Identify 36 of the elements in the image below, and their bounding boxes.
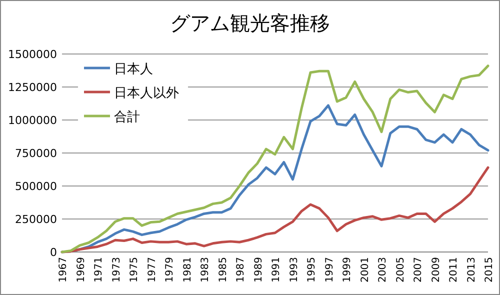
x-tick-label: 2001	[360, 257, 371, 282]
x-tick-label: 1993	[288, 257, 300, 282]
x-tick-label: 2007	[413, 257, 424, 282]
y-tick-label: 1000000	[8, 114, 57, 127]
x-tick-label: 2009	[430, 257, 442, 282]
x-tick-label: 1985	[218, 257, 229, 282]
x-tick-label: 2011	[448, 257, 460, 282]
x-tick-label: 2005	[395, 257, 406, 282]
x-tick-label: 2015	[484, 257, 495, 282]
legend-label: 日本人以外	[114, 86, 179, 101]
x-tick-label: 1979	[164, 257, 176, 282]
x-tick-label: 1987	[236, 257, 246, 282]
y-tick-label: 0	[50, 246, 57, 259]
x-tick-label: 1977	[146, 257, 158, 282]
legend-label: 日本人	[114, 62, 153, 77]
chart-title: グアム観光客推移	[170, 11, 330, 35]
x-tick-label: 1967	[58, 257, 69, 282]
x-tick-label: 1973	[111, 257, 122, 282]
x-tick-label: 1983	[200, 257, 211, 282]
x-tick-label: 1999	[342, 257, 353, 282]
x-tick-label: 1981	[182, 257, 194, 282]
x-tick-label: 1991	[271, 257, 282, 282]
x-tick-label: 2013	[466, 257, 478, 282]
x-tick-label: 1995	[306, 257, 318, 282]
x-tick-label: 1971	[94, 257, 104, 282]
y-tick-label: 250000	[15, 213, 57, 226]
y-tick-label: 500000	[15, 180, 57, 193]
x-tick-label: 2003	[378, 257, 388, 282]
x-tick-label: 1969	[76, 257, 87, 282]
y-tick-label: 1250000	[8, 81, 57, 94]
x-tick-label: 1997	[324, 257, 336, 282]
x-tick-label: 1975	[129, 257, 140, 282]
legend-label: 合計	[114, 110, 140, 125]
x-tick-label: 1989	[253, 257, 264, 282]
y-tick-label: 750000	[15, 147, 57, 160]
y-tick-label: 1500000	[8, 48, 57, 61]
